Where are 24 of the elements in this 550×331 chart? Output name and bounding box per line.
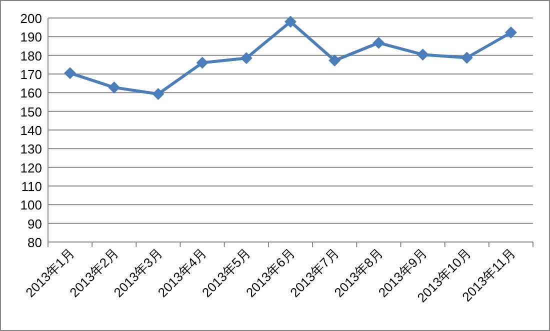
y-tick-label: 110 xyxy=(21,179,42,194)
y-tick-label: 170 xyxy=(20,67,42,82)
point xyxy=(504,26,517,39)
point xyxy=(240,52,252,64)
point xyxy=(64,67,76,80)
point xyxy=(328,54,341,67)
y-tick-label: 180 xyxy=(20,48,42,64)
y-tick-label: 200 xyxy=(20,11,42,26)
y-tick-label: 80 xyxy=(28,235,42,250)
y-tick-label: 100 xyxy=(20,198,42,213)
y-tick-label: 160 xyxy=(20,86,42,101)
point xyxy=(152,88,164,100)
point xyxy=(108,81,120,94)
point xyxy=(372,36,385,49)
y-tick-label: 90 xyxy=(28,216,42,232)
y-tick-label: 140 xyxy=(20,123,42,138)
y-tick-label: 190 xyxy=(20,30,42,45)
point xyxy=(460,52,473,64)
y-tick-label: 130 xyxy=(20,142,42,157)
point xyxy=(416,48,429,61)
point xyxy=(284,16,296,28)
y-tick-label: 150 xyxy=(20,104,42,120)
point xyxy=(196,56,208,69)
y-tick-label: 120 xyxy=(20,160,42,176)
